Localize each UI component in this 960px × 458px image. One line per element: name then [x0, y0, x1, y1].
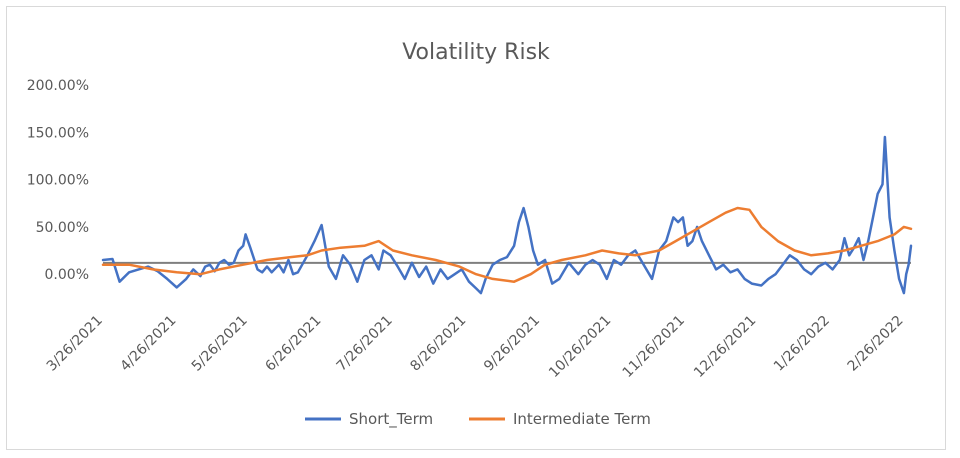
y-tick-label: 100.00%	[27, 173, 89, 189]
x-tick-label: 9/26/2021	[481, 313, 543, 375]
x-tick-label: 5/26/2021	[189, 313, 251, 375]
x-tick-label: 10/26/2021	[546, 313, 614, 381]
legend-label-intermediate-term: Intermediate Term	[513, 410, 651, 428]
chart-frame: Volatility Risk 0.00% 50.00% 100.00% 150.00…	[6, 6, 946, 450]
legend-label-short-term: Short_Term	[349, 410, 433, 429]
x-tick-label: 7/26/2021	[334, 313, 396, 375]
y-tick-label: 150.00%	[27, 125, 89, 141]
x-tick-label: 2/26/2022	[845, 313, 907, 375]
x-tick-label: 12/26/2021	[691, 313, 759, 381]
x-tick-label: 8/26/2021	[407, 313, 469, 375]
line-chart: Volatility Risk 0.00% 50.00% 100.00% 150.00…	[27, 40, 913, 429]
x-tick-label: 3/26/2021	[44, 313, 106, 375]
x-axis-ticks: 3/26/2021 4/26/2021 5/26/2021 6/26/2021 7/26…	[44, 313, 907, 381]
series-line-intermediate-term	[101, 206, 913, 283]
x-tick-label: 6/26/2021	[262, 313, 324, 375]
x-tick-label: 1/26/2022	[771, 313, 833, 375]
chart-title: Volatility Risk	[402, 40, 550, 65]
series-line-short-term	[101, 135, 913, 295]
series-layer	[101, 135, 913, 295]
y-tick-label: 0.00%	[45, 267, 89, 283]
x-tick-label: 11/26/2021	[620, 313, 688, 381]
legend: Short_Term Intermediate Term	[305, 410, 651, 429]
y-axis-ticks: 0.00% 50.00% 100.00% 150.00% 200.00%	[27, 78, 89, 283]
x-tick-label: 4/26/2021	[117, 313, 179, 375]
y-tick-label: 200.00%	[27, 78, 89, 94]
y-tick-label: 50.00%	[36, 220, 89, 236]
